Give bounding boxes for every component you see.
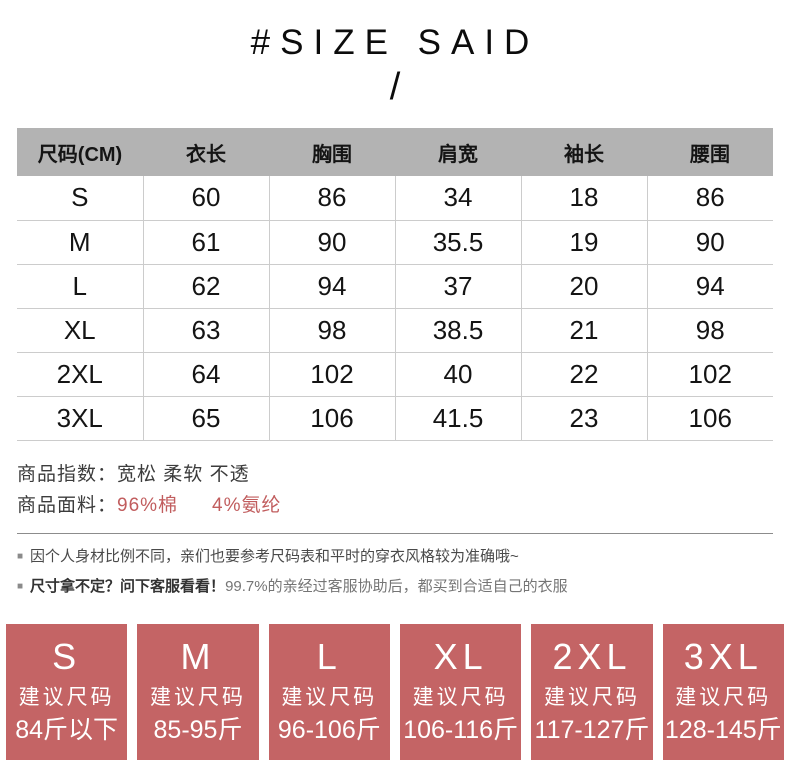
size-box-2xl: 2XL 建议尺码 117-127斤 bbox=[531, 623, 653, 760]
table-cell: 90 bbox=[268, 220, 395, 265]
product-index-label: 商品指数： bbox=[17, 463, 118, 485]
note-customer-service: ■ 尺寸拿不定？问下客服看看！99.7%的亲经过客服协助后，都买到合适自己的衣服 bbox=[17, 572, 773, 602]
table-cell: 63 bbox=[142, 308, 269, 353]
note-bold-text: 尺寸拿不定？问下客服看看！ bbox=[30, 577, 226, 595]
page-header: #SIZE SAID / bbox=[0, 0, 790, 110]
product-info-section: 商品指数：宽松 柔软 不透 商品面料：96%棉 4%氨纶 bbox=[17, 459, 773, 521]
box-label: 建议尺码 bbox=[543, 685, 640, 709]
header-cell-waist: 腰围 bbox=[647, 128, 773, 176]
note-text: 因个人身材比例不同，亲们也要参考尺码表和平时的穿衣风格较为准确哦~ bbox=[30, 547, 519, 565]
table-cell: 19 bbox=[520, 220, 647, 265]
table-cell: 64 bbox=[142, 352, 269, 397]
box-size-letter: S bbox=[52, 635, 82, 677]
table-cell: 98 bbox=[646, 308, 773, 353]
table-cell: 90 bbox=[646, 220, 773, 265]
table-cell: 2XL bbox=[17, 352, 143, 397]
table-cell: L bbox=[17, 264, 143, 309]
box-label: 建议尺码 bbox=[149, 685, 246, 709]
table-row-2xl: 2XL 64 102 40 22 102 bbox=[17, 352, 773, 397]
box-size-letter: L bbox=[316, 635, 342, 677]
table-row-xl: XL 63 98 38.5 21 98 bbox=[17, 308, 773, 353]
note-body-shape: ■ 因个人身材比例不同，亲们也要参考尺码表和平时的穿衣风格较为准确哦~ bbox=[17, 542, 773, 572]
table-row-l: L 62 94 37 20 94 bbox=[17, 264, 773, 309]
box-label: 建议尺码 bbox=[675, 685, 772, 709]
box-weight-range: 128-145斤 bbox=[664, 715, 782, 744]
table-cell: 102 bbox=[646, 352, 773, 397]
box-weight-range: 84斤以下 bbox=[15, 715, 119, 744]
box-weight-range: 85-95斤 bbox=[153, 715, 243, 744]
title-slash-decoration: / bbox=[389, 66, 401, 108]
fabric-spandex-value: 4%氨纶 bbox=[212, 494, 282, 516]
table-cell: 94 bbox=[646, 264, 773, 309]
notes-section: ■ 因个人身材比例不同，亲们也要参考尺码表和平时的穿衣风格较为准确哦~ ■ 尺寸拿不… bbox=[17, 542, 773, 602]
header-cell-bust: 胸围 bbox=[269, 128, 395, 176]
box-size-letter: 2XL bbox=[552, 635, 632, 677]
table-cell: M bbox=[17, 220, 143, 265]
table-row-m: M 61 90 35.5 19 90 bbox=[17, 220, 773, 265]
fabric-cotton-value: 96%棉 bbox=[117, 494, 179, 516]
box-weight-range: 96-106斤 bbox=[277, 715, 381, 744]
header-cell-length: 衣长 bbox=[143, 128, 269, 176]
box-label: 建议尺码 bbox=[412, 685, 509, 709]
table-cell: 20 bbox=[520, 264, 647, 309]
product-fabric-label: 商品面料： bbox=[17, 494, 118, 516]
note-gray-text: 99.7%的亲经过客服协助后，都买到合适自己的衣服 bbox=[225, 577, 568, 595]
box-size-letter: 3XL bbox=[683, 635, 763, 677]
table-cell: 18 bbox=[520, 176, 647, 221]
size-table: 尺码(CM) 衣长 胸围 肩宽 袖长 腰围 S 60 86 34 18 86 M… bbox=[17, 128, 773, 441]
table-cell: 22 bbox=[520, 352, 647, 397]
size-table-section: 尺码(CM) 衣长 胸围 肩宽 袖长 腰围 S 60 86 34 18 86 M… bbox=[17, 128, 773, 441]
box-size-letter: M bbox=[180, 635, 216, 677]
product-fabric-row: 商品面料：96%棉 4%氨纶 bbox=[17, 490, 773, 521]
table-cell: 86 bbox=[268, 176, 395, 221]
table-cell: 106 bbox=[268, 396, 395, 441]
table-cell: 41.5 bbox=[394, 396, 521, 441]
box-label: 建议尺码 bbox=[281, 685, 378, 709]
box-weight-range: 106-116斤 bbox=[403, 715, 519, 744]
table-row-3xl: 3XL 65 106 41.5 23 106 bbox=[17, 396, 773, 441]
table-cell: 3XL bbox=[17, 396, 143, 441]
table-cell: 34 bbox=[394, 176, 521, 221]
box-weight-range: 117-127斤 bbox=[534, 715, 650, 744]
product-index-row: 商品指数：宽松 柔软 不透 bbox=[17, 459, 773, 490]
table-cell: 62 bbox=[142, 264, 269, 309]
table-cell: XL bbox=[17, 308, 143, 353]
table-cell: 35.5 bbox=[394, 220, 521, 265]
table-row-s: S 60 86 34 18 86 bbox=[17, 176, 773, 221]
page-title: #SIZE SAID bbox=[250, 23, 540, 62]
bullet-square-icon: ■ bbox=[17, 580, 24, 592]
table-cell: 21 bbox=[520, 308, 647, 353]
section-divider bbox=[17, 532, 773, 534]
size-table-header-row: 尺码(CM) 衣长 胸围 肩宽 袖长 腰围 bbox=[17, 128, 773, 176]
table-cell: 98 bbox=[268, 308, 395, 353]
header-cell-shoulder: 肩宽 bbox=[395, 128, 521, 176]
table-cell: 60 bbox=[142, 176, 269, 221]
table-cell: 37 bbox=[394, 264, 521, 309]
table-cell: 106 bbox=[646, 396, 773, 441]
table-cell: 86 bbox=[646, 176, 773, 221]
table-cell: S bbox=[17, 176, 143, 221]
size-box-m: M 建议尺码 85-95斤 bbox=[137, 623, 259, 760]
box-size-letter: XL bbox=[433, 635, 488, 677]
table-cell: 23 bbox=[520, 396, 647, 441]
size-box-3xl: 3XL 建议尺码 128-145斤 bbox=[662, 623, 784, 760]
table-cell: 102 bbox=[268, 352, 395, 397]
size-box-xl: XL 建议尺码 106-116斤 bbox=[399, 623, 522, 760]
size-recommendation-boxes: S 建议尺码 84斤以下 M 建议尺码 85-95斤 L 建议尺码 96-106… bbox=[6, 623, 784, 760]
table-cell: 65 bbox=[142, 396, 269, 441]
box-label: 建议尺码 bbox=[18, 685, 115, 709]
product-index-value: 宽松 柔软 不透 bbox=[117, 463, 250, 485]
table-cell: 61 bbox=[142, 220, 269, 265]
bullet-square-icon: ■ bbox=[17, 550, 24, 562]
size-box-l: L 建议尺码 96-106斤 bbox=[268, 623, 390, 760]
size-box-s: S 建议尺码 84斤以下 bbox=[6, 623, 128, 760]
header-cell-sleeve: 袖长 bbox=[521, 128, 647, 176]
table-cell: 94 bbox=[268, 264, 395, 309]
table-cell: 40 bbox=[394, 352, 521, 397]
header-cell-size: 尺码(CM) bbox=[17, 128, 143, 176]
table-cell: 38.5 bbox=[394, 308, 521, 353]
